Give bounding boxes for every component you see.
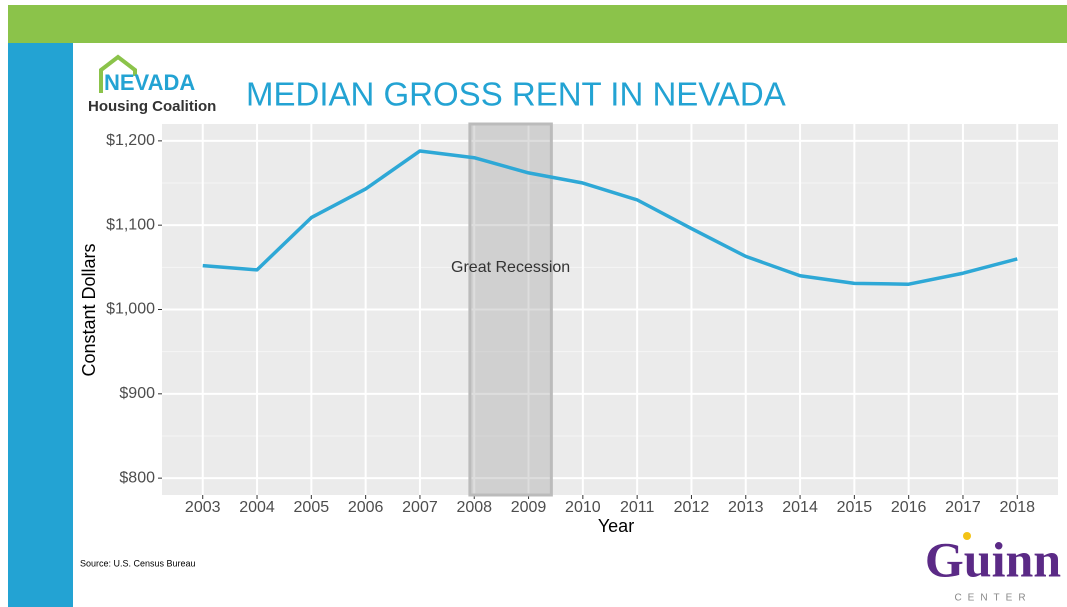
x-tick-label: 2006: [348, 499, 384, 516]
brand-name: Guinn: [925, 531, 1061, 587]
logo-name: NEVADA: [104, 70, 195, 95]
x-tick-label: 2013: [728, 499, 764, 516]
x-tick-label: 2009: [511, 499, 547, 516]
y-axis-label: Constant Dollars: [79, 243, 99, 376]
logo-house: [99, 54, 137, 93]
y-tick-label: $800: [119, 469, 155, 486]
x-tick-label: 2016: [891, 499, 927, 516]
plot: $800 $900 $1,000 $1,100 $1,200 2003 2004 2005 20…: [106, 122, 1058, 516]
x-tick-label: 2005: [294, 499, 330, 516]
x-tick-label: 2008: [456, 499, 492, 516]
logo-subtitle: Housing Coalition: [88, 98, 216, 115]
source: Source: U.S. Census Bureau: [80, 558, 196, 568]
x-tick-label: 2012: [674, 499, 710, 516]
x-tick-label: 2015: [837, 499, 873, 516]
x-tick-label: 2010: [565, 499, 601, 516]
x-tick-label: 2017: [945, 499, 981, 516]
y-tick-label: $1,100: [106, 216, 155, 233]
brand-dot: [963, 532, 971, 540]
x-tick-label: 2004: [239, 499, 275, 516]
x-tick-label: 2018: [999, 499, 1035, 516]
side-band: [8, 43, 73, 607]
y-tick-label: $1,200: [106, 132, 155, 149]
x-tick-label: 2014: [782, 499, 818, 516]
y-tick-label: $900: [119, 385, 155, 402]
top-band: [8, 5, 1067, 43]
y-tick-label: $1,000: [106, 301, 155, 318]
chart-title: MEDIAN GROSS RENT IN NEVADA: [246, 76, 786, 113]
line: [202, 149, 1018, 286]
x-tick-label: 2007: [402, 499, 438, 516]
annotation: Great Recession: [451, 259, 570, 276]
shaded-region: [468, 122, 553, 497]
x-tick-label: 2011: [620, 499, 655, 516]
brand-subtitle: CENTER: [954, 593, 1031, 604]
x-axis-label: Year: [598, 516, 634, 536]
x-tick-label: 2003: [185, 499, 221, 516]
